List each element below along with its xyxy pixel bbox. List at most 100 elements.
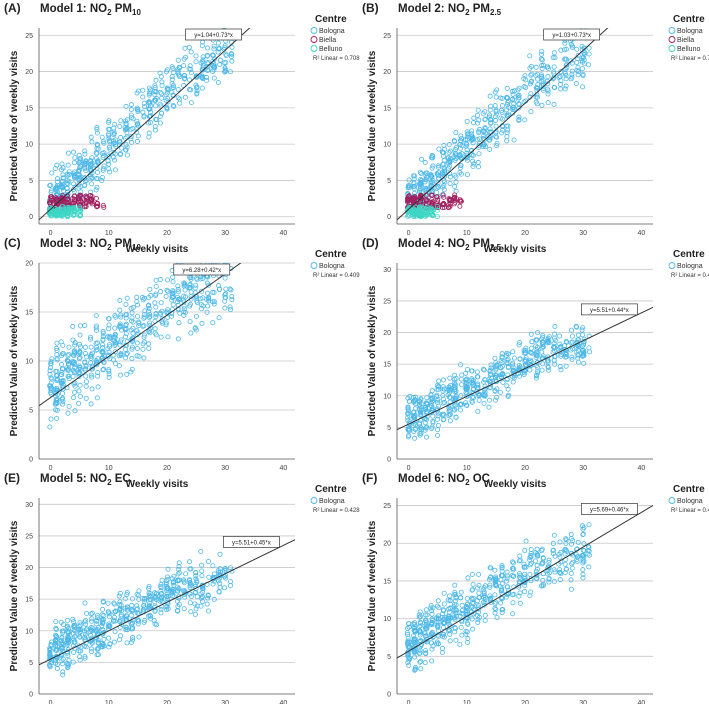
data-point [188,289,194,295]
data-point [550,76,556,82]
data-point [550,547,556,553]
legend-entry: Biella [319,37,336,44]
data-point [116,593,122,599]
data-point [470,581,476,587]
y-tick-label: 20 [25,261,33,268]
data-point [147,600,153,606]
data-point [579,66,585,72]
data-point [175,336,181,342]
data-point [112,331,118,337]
data-point [82,654,88,660]
data-point [134,106,140,112]
data-point [563,73,569,79]
y-tick-label: 5 [29,178,33,185]
data-point [71,181,77,187]
data-point [504,383,510,389]
data-point [527,53,533,59]
data-point [488,595,494,601]
data-point [222,292,228,298]
data-point [562,40,568,46]
data-point [575,52,581,58]
data-point [452,582,458,588]
data-point [434,408,440,414]
data-point [53,397,59,403]
data-point [54,633,60,639]
data-point [552,553,558,559]
data-point [435,410,441,416]
legend-title: Centre [315,249,347,260]
data-point [157,310,163,316]
data-point [54,189,60,195]
data-point [157,89,163,95]
data-point [562,347,568,353]
panel-label: (F) [362,471,377,485]
data-point [575,353,581,359]
data-point [411,409,417,415]
data-point [412,667,418,673]
data-point [130,116,136,122]
data-point [124,606,130,612]
data-point [134,617,140,623]
data-point [93,187,99,193]
data-point [169,593,175,599]
data-point [476,130,482,136]
data-point [486,576,492,582]
data-point [118,339,124,345]
data-point [148,613,154,619]
data-point [129,139,135,145]
x-tick-label: 10 [463,465,471,472]
data-point [500,127,506,133]
y-tick-label: 25 [383,298,391,305]
data-point [464,157,470,163]
data-point [169,81,175,87]
data-point [211,299,217,305]
data-point [187,282,193,288]
data-point [406,177,412,183]
data-point [89,155,95,161]
panel-label: (B) [362,1,379,15]
y-tick-label: 20 [383,330,391,337]
data-point [459,382,465,388]
data-point [54,355,60,361]
data-point [134,294,140,300]
data-point [217,57,223,63]
data-point [458,171,464,177]
data-point [129,310,135,316]
data-point [550,540,556,546]
data-point [123,312,129,318]
data-point [146,305,152,311]
data-point [558,86,564,92]
data-point [570,559,576,565]
data-point [146,106,152,112]
data-point [493,108,499,114]
data-point [422,160,428,166]
data-point [142,596,148,602]
data-point [552,324,558,330]
data-point [158,606,164,612]
data-point [94,169,100,175]
x-axis-label: Weekly visits [126,244,189,255]
data-point [130,634,136,640]
legend-marker [668,497,676,504]
data-point [182,287,188,293]
data-point [58,619,64,625]
data-point [445,597,451,603]
data-point [545,81,551,87]
data-point [568,577,574,583]
data-point [53,643,59,649]
y-tick-label: 30 [383,267,391,274]
data-point [499,351,505,357]
data-point [446,621,452,627]
data-point [157,598,163,604]
data-point [416,402,422,408]
data-point [430,413,436,419]
data-point [498,577,504,583]
y-tick-label: 10 [25,628,33,635]
data-point [147,89,153,95]
data-point [216,45,222,51]
data-point [194,74,200,80]
data-point [405,427,411,433]
data-point [64,628,70,634]
data-point [475,107,481,113]
regression-line [39,263,242,407]
